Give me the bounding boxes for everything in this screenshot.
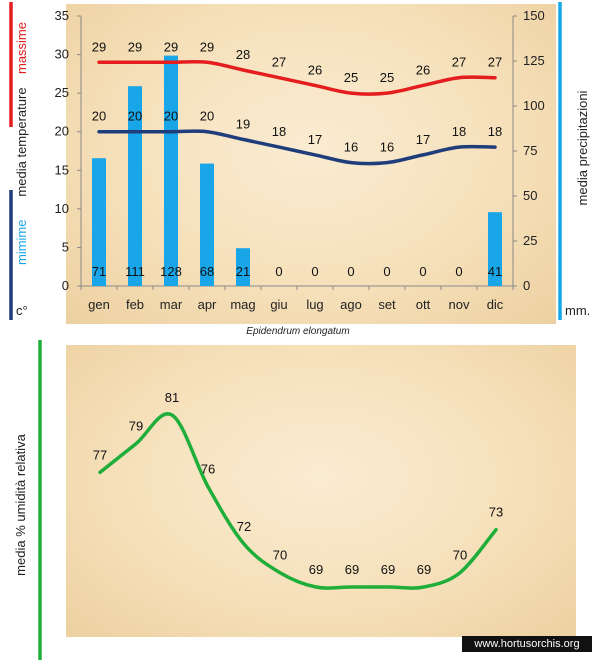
precipitation-label: 71 [92, 264, 106, 279]
min-temperature-label: 16 [380, 140, 394, 155]
min-temperature-label: 20 [200, 109, 214, 124]
min-temperature-label: 18 [452, 124, 466, 139]
max-temperature-label: 28 [236, 47, 250, 62]
humidity-chart: 77 79 81 76 72 70 69 69 69 69 70 73 media % umidità … [13, 340, 503, 660]
max-temperature-label: 25 [380, 70, 394, 85]
max-temperature-label: 27 [452, 55, 466, 70]
precipitation-label: 0 [419, 264, 426, 279]
right-tick-label: 50 [523, 188, 537, 203]
precipitation-bar [128, 86, 142, 286]
precipitation-label: 0 [311, 264, 318, 279]
x-tick-label: lug [306, 297, 323, 312]
min-temperature-label: 19 [236, 116, 250, 131]
species-caption: Epidendrum elongatum [246, 326, 349, 337]
left-tick-label: 0 [62, 278, 69, 293]
x-tick-label: apr [198, 297, 217, 312]
precipitation-axis-label: media precipitazioni [575, 90, 590, 205]
x-tick-label: giu [270, 297, 287, 312]
left-tick-label: 35 [55, 8, 69, 23]
humidity-axis-label: media % umidità relativa [13, 433, 28, 575]
right-tick-label: 75 [523, 143, 537, 158]
humidity-label: 81 [165, 390, 179, 405]
x-tick-label: mar [160, 297, 183, 312]
min-temperature-label: 17 [416, 132, 430, 147]
humidity-label: 69 [381, 562, 395, 577]
precipitation-label: 21 [236, 264, 250, 279]
max-axis-label: massime [14, 22, 29, 74]
humidity-label: 70 [453, 548, 467, 563]
x-tick-label: feb [126, 297, 144, 312]
humidity-label: 69 [345, 562, 359, 577]
x-tick-label: set [378, 297, 396, 312]
min-temperature-label: 20 [128, 109, 142, 124]
max-temperature-label: 29 [164, 39, 178, 54]
x-tick-label: ott [416, 297, 431, 312]
humidity-label: 79 [129, 419, 143, 434]
humidity-label: 70 [273, 548, 287, 563]
min-temperature-label: 20 [164, 109, 178, 124]
left-tick-label: 5 [62, 239, 69, 254]
right-tick-label: 100 [523, 98, 545, 113]
min-temperature-label: 20 [92, 109, 106, 124]
temperature-unit: c° [16, 303, 28, 318]
humidity-label: 69 [309, 562, 323, 577]
min-temperature-label: 17 [308, 132, 322, 147]
temperature-chart-background [66, 4, 556, 324]
left-tick-label: 30 [55, 47, 69, 62]
right-tick-label: 150 [523, 8, 545, 23]
right-tick-label: 25 [523, 233, 537, 248]
precipitation-label: 0 [383, 264, 390, 279]
max-temperature-label: 26 [308, 62, 322, 77]
min-temperature-label: 18 [488, 124, 502, 139]
x-tick-label: gen [88, 297, 110, 312]
precipitation-label: 0 [275, 264, 282, 279]
max-temperature-label: 27 [272, 55, 286, 70]
humidity-label: 69 [417, 562, 431, 577]
left-tick-label: 25 [55, 85, 69, 100]
max-temperature-label: 26 [416, 62, 430, 77]
precipitation-label: 111 [125, 264, 145, 279]
credit-label: www.hortusorchis.org [462, 636, 592, 652]
left-tick-label: 15 [55, 162, 69, 177]
x-tick-label: nov [449, 297, 470, 312]
right-tick-label: 0 [523, 278, 530, 293]
x-tick-label: dic [487, 297, 504, 312]
humidity-label: 77 [93, 447, 107, 462]
max-temperature-label: 27 [488, 55, 502, 70]
max-temperature-label: 29 [128, 39, 142, 54]
precipitation-label: 68 [200, 264, 214, 279]
max-temperature-label: 29 [92, 39, 106, 54]
precipitation-unit: mm. [565, 303, 590, 318]
max-temperature-label: 29 [200, 39, 214, 54]
precipitation-bar [236, 248, 250, 286]
x-tick-label: mag [230, 297, 255, 312]
precipitation-bar [164, 55, 178, 286]
humidity-label: 76 [201, 462, 215, 477]
left-tick-label: 10 [55, 201, 69, 216]
humidity-label: 73 [489, 505, 503, 520]
precipitation-label: 0 [455, 264, 462, 279]
max-temperature-label: 25 [344, 70, 358, 85]
min-temperature-label: 16 [344, 140, 358, 155]
max-temperature-line [97, 59, 497, 96]
left-tick-label: 20 [55, 124, 69, 139]
precipitation-label: 0 [347, 264, 354, 279]
precipitation-bar [92, 158, 106, 286]
precipitation-bar [488, 212, 502, 286]
temperature-axis-label: media temperature [14, 87, 29, 196]
precipitation-label: 128 [160, 264, 182, 279]
x-tick-label: ago [340, 297, 362, 312]
humidity-line [98, 412, 498, 590]
precipitation-bar [200, 163, 214, 286]
min-temperature-line [97, 129, 497, 166]
min-axis-label: mimime [14, 220, 29, 266]
precipitation-label: 41 [488, 264, 502, 279]
right-tick-label: 125 [523, 53, 545, 68]
min-temperature-label: 18 [272, 124, 286, 139]
humidity-label: 72 [237, 519, 251, 534]
